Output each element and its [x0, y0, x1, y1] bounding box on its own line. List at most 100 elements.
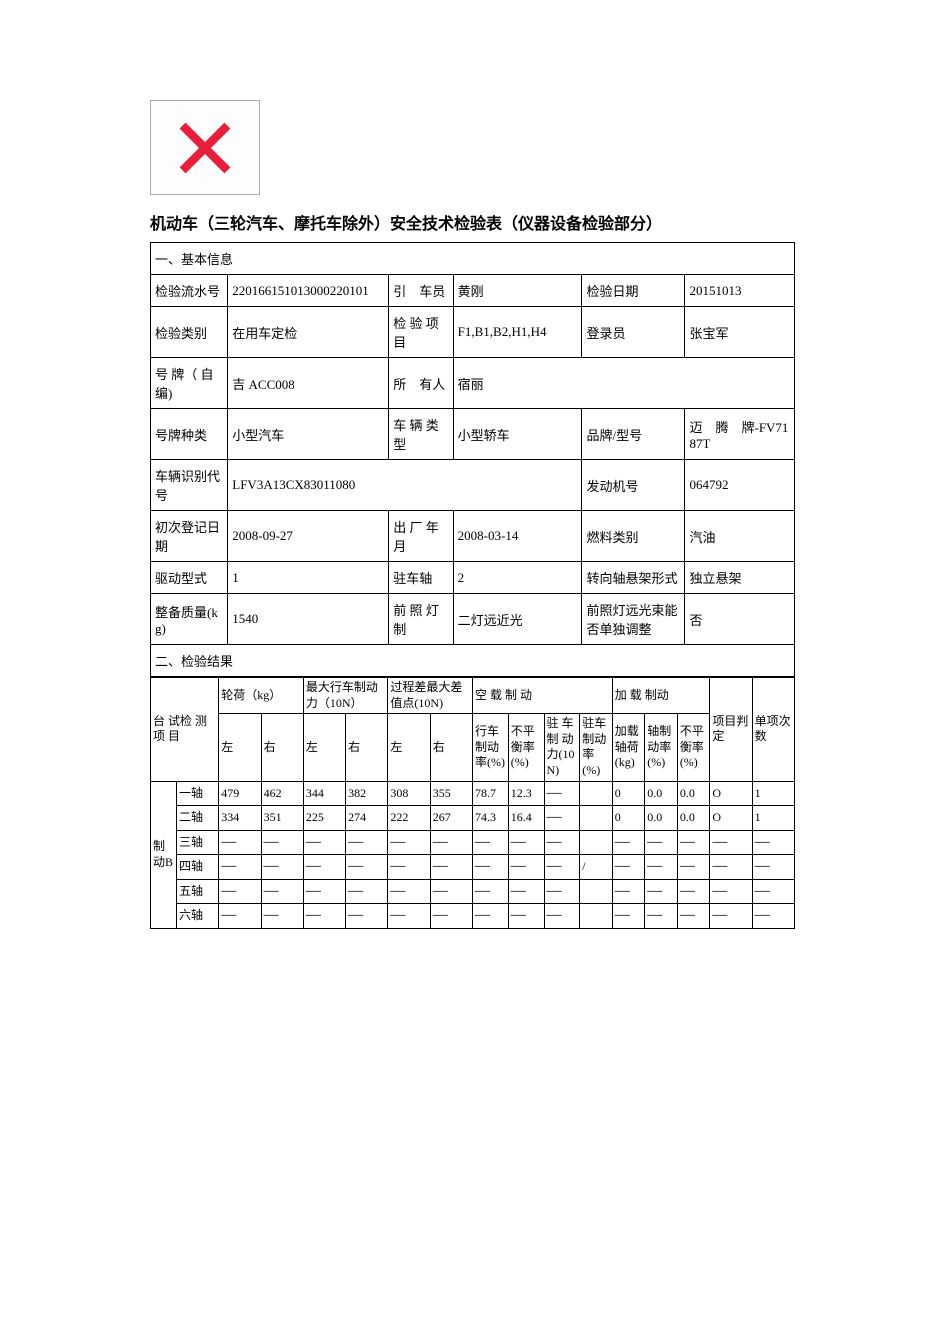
cell-la: —: [612, 904, 645, 929]
label-headlamp: 前 照 灯制: [389, 594, 453, 645]
cell-wl_r: —: [261, 904, 303, 929]
cell-wl_r: —: [261, 855, 303, 880]
cell-ub2: —: [677, 855, 710, 880]
header-wheel-load: 轮荷（kg）: [219, 678, 304, 714]
header-unbal: 不平衡率(%): [508, 714, 544, 781]
cell-ub2: 0.0: [677, 781, 710, 806]
cell-pd_r: —: [430, 879, 472, 904]
cell-ub: —: [508, 904, 544, 929]
broken-image-placeholder: [150, 100, 260, 195]
cell-br: —: [472, 855, 508, 880]
cell-la: 0: [612, 806, 645, 831]
cell-judge: O: [710, 806, 752, 831]
value-brand-model: 迈 腾 牌-FV7187T: [685, 409, 795, 460]
cell-pd_l: —: [388, 904, 430, 929]
value-mfg-date: 2008-03-14: [453, 511, 582, 562]
cell-br: —: [472, 830, 508, 855]
axle-label: 六轴: [177, 904, 219, 929]
axle-row: 二轴33435122527422226774.316.4—00.00.0O1: [151, 806, 795, 831]
cell-pf: —: [544, 904, 580, 929]
section-2-header: 二、检验结果: [151, 645, 795, 677]
header-unbal2: 不平衡率(%): [677, 714, 710, 781]
table-row: 检验流水号 220166151013000220101 引 车员 黄刚 检验日期…: [151, 275, 795, 307]
value-engine-no: 064792: [685, 460, 795, 511]
cell-la: —: [612, 830, 645, 855]
table-row: 号 牌（ 自编) 吉 ACC008 所 有人 宿丽: [151, 358, 795, 409]
cell-abr: —: [645, 855, 678, 880]
cell-ub: 12.3: [508, 781, 544, 806]
cell-br: —: [472, 904, 508, 929]
label-brand-model: 品牌/型号: [582, 409, 685, 460]
header-loaded-brake: 加 载 制动: [612, 678, 710, 714]
table-row: 初次登记日期 2008-09-27 出 厂 年月 2008-03-14 燃料类别…: [151, 511, 795, 562]
label-park-axle: 驻车轴: [389, 562, 453, 594]
cell-judge: —: [710, 855, 752, 880]
basic-info-table: 一、基本信息 检验流水号 220166151013000220101 引 车员 …: [150, 242, 795, 677]
label-mfg-date: 出 厂 年月: [389, 511, 453, 562]
cell-br: 74.3: [472, 806, 508, 831]
cell-br: 78.7: [472, 781, 508, 806]
label-login-user: 登录员: [582, 307, 685, 358]
axle-row: 五轴——————————————: [151, 879, 795, 904]
cell-pf: —: [544, 830, 580, 855]
header-load-axle: 加载轴荷(kg): [612, 714, 645, 781]
cell-pd_l: 308: [388, 781, 430, 806]
cell-pd_l: —: [388, 855, 430, 880]
header-proc-diff: 过程差最大差值点(10N): [388, 678, 473, 714]
label-plate-type: 号牌种类: [151, 409, 228, 460]
cell-pr: [580, 781, 613, 806]
value-inspection-serial: 220166151013000220101: [228, 275, 389, 307]
header-empty-brake: 空 载 制 动: [472, 678, 612, 714]
label-inspect-type: 检验类别: [151, 307, 228, 358]
results-header-row-2: 左 右 左 右 左 右 行车制动率(%) 不平衡率(%) 驻 车制 动力(10N…: [151, 714, 795, 781]
table-row: 车辆识别代号 LFV3A13CX83011080 发动机号 064792: [151, 460, 795, 511]
label-inspect-date: 检验日期: [582, 275, 685, 307]
value-plate: 吉 ACC008: [228, 358, 389, 409]
cell-ub2: 0.0: [677, 806, 710, 831]
cell-pf: —: [544, 879, 580, 904]
axle-label: 一轴: [177, 781, 219, 806]
header-item-count: 单项次数: [752, 678, 794, 782]
table-row: 检验类别 在用车定检 检 验 项目 F1,B1,B2,H1,H4 登录员 张宝军: [151, 307, 795, 358]
axle-label: 二轴: [177, 806, 219, 831]
cell-judge: O: [710, 781, 752, 806]
cell-ub2: —: [677, 904, 710, 929]
cell-wl_l: —: [219, 879, 261, 904]
cell-wl_l: 334: [219, 806, 261, 831]
cell-ub2: —: [677, 879, 710, 904]
cell-pf: —: [544, 806, 580, 831]
cell-wl_l: —: [219, 830, 261, 855]
cell-pd_r: 355: [430, 781, 472, 806]
header-max-brake: 最大行车制动力（10N）: [303, 678, 388, 714]
value-fuel: 汽油: [685, 511, 795, 562]
cell-abr: 0.0: [645, 781, 678, 806]
cell-cnt: —: [752, 879, 794, 904]
cell-la: 0: [612, 781, 645, 806]
cell-la: —: [612, 879, 645, 904]
header-park-force: 驻 车制 动力(10N): [544, 714, 580, 781]
label-vin: 车辆识别代号: [151, 460, 228, 511]
cell-pd_l: —: [388, 879, 430, 904]
label-highbeam-adj: 前照灯远光束能否单独调整: [582, 594, 685, 645]
value-plate-type: 小型汽车: [228, 409, 389, 460]
header-left: 左: [219, 714, 261, 781]
brake-group-label: 制动B: [151, 781, 177, 928]
document-title: 机动车（三轮汽车、摩托车除外）安全技术检验表（仪器设备检验部分）: [150, 210, 795, 234]
value-login-user: 张宝军: [685, 307, 795, 358]
cell-mb_r: —: [346, 830, 388, 855]
cell-mb_l: —: [303, 904, 345, 929]
cell-abr: —: [645, 904, 678, 929]
cell-judge: —: [710, 904, 752, 929]
header-bench-test: 台 试检 测项 目: [151, 678, 219, 782]
value-first-reg: 2008-09-27: [228, 511, 389, 562]
label-inspection-serial: 检验流水号: [151, 275, 228, 307]
cell-pr: [580, 806, 613, 831]
header-right: 右: [430, 714, 472, 781]
cell-ub2: —: [677, 830, 710, 855]
cell-ub: —: [508, 855, 544, 880]
axle-label: 五轴: [177, 879, 219, 904]
cell-mb_r: 382: [346, 781, 388, 806]
cell-wl_r: —: [261, 830, 303, 855]
label-drive-type: 驱动型式: [151, 562, 228, 594]
cell-br: —: [472, 879, 508, 904]
